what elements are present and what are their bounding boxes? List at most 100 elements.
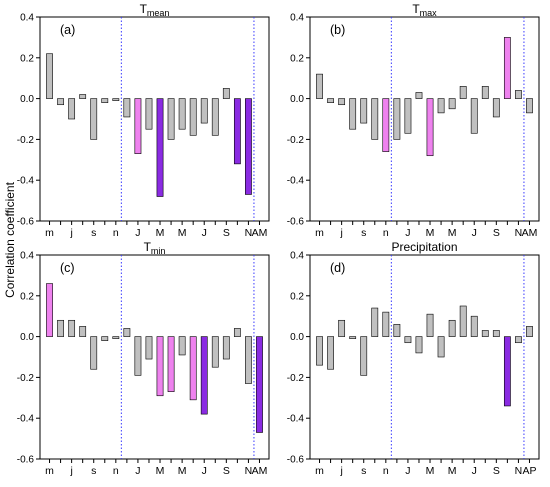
bar bbox=[338, 319, 346, 337]
bar bbox=[145, 336, 153, 360]
bar bbox=[349, 98, 357, 130]
y-tick-label: -0.6 bbox=[17, 455, 35, 466]
x-tick-label: m bbox=[45, 465, 54, 477]
x-tick-label: J bbox=[202, 465, 207, 477]
y-tick-label: -0.2 bbox=[287, 373, 305, 384]
bar bbox=[360, 98, 368, 124]
x-tick-label: AM bbox=[252, 465, 268, 477]
bar bbox=[338, 98, 346, 106]
bar bbox=[415, 336, 423, 354]
bar bbox=[526, 326, 533, 337]
y-tick-label: 0.0 bbox=[20, 94, 34, 105]
bar bbox=[470, 315, 478, 337]
bar bbox=[245, 98, 252, 195]
bar bbox=[371, 98, 379, 140]
y-tick-label: 0.0 bbox=[290, 94, 304, 105]
bar bbox=[503, 336, 511, 407]
panel-d: -0.6 -0.4 -0.2 0.0 0.2 0.4 m j s n J M M J S N AP (d) Prec… bbox=[287, 240, 540, 477]
plot-frame bbox=[39, 16, 270, 222]
bar bbox=[470, 98, 478, 134]
y-tick-label: 0.4 bbox=[20, 13, 34, 24]
x-tick-label: N bbox=[245, 465, 253, 477]
bar bbox=[79, 94, 87, 99]
x-tick-label: j bbox=[69, 465, 72, 477]
bar bbox=[233, 328, 241, 337]
bar bbox=[393, 98, 401, 140]
bar bbox=[57, 319, 64, 337]
bar bbox=[426, 98, 434, 157]
bar bbox=[68, 98, 76, 120]
bar bbox=[503, 37, 511, 99]
bar bbox=[448, 319, 456, 337]
bar bbox=[426, 313, 434, 337]
x-tick-label: m bbox=[315, 465, 324, 477]
x-tick-label: J bbox=[135, 227, 140, 239]
y-tick-label: -0.4 bbox=[17, 414, 35, 425]
x-tick-label: M bbox=[156, 465, 165, 477]
y-tick-label: -0.2 bbox=[17, 135, 35, 146]
bar bbox=[156, 98, 164, 197]
y-tick-label: -0.4 bbox=[287, 176, 305, 187]
bar bbox=[481, 330, 489, 337]
x-tick-label: M bbox=[178, 465, 187, 477]
bar bbox=[134, 336, 142, 376]
bar bbox=[46, 53, 53, 99]
y-tick-label: 0.4 bbox=[290, 251, 304, 262]
x-tick-label: M bbox=[448, 465, 457, 477]
bar bbox=[123, 328, 131, 337]
bar bbox=[515, 90, 522, 99]
panel-title: Tmax bbox=[412, 2, 437, 18]
plot-frame bbox=[309, 254, 540, 460]
bar bbox=[101, 98, 109, 103]
x-tick-label: m bbox=[45, 227, 54, 239]
bar bbox=[178, 336, 186, 356]
y-tick-label: 0.0 bbox=[20, 332, 34, 343]
panel-title: Tmean bbox=[140, 2, 170, 18]
bar bbox=[112, 336, 120, 339]
bar bbox=[382, 98, 390, 152]
x-tick-label: J bbox=[202, 227, 207, 239]
bar bbox=[167, 336, 175, 392]
bar bbox=[481, 86, 489, 99]
bar bbox=[382, 311, 390, 337]
bar bbox=[222, 336, 230, 360]
bar bbox=[515, 336, 522, 344]
bar bbox=[211, 98, 219, 136]
x-tick-label: J bbox=[472, 465, 477, 477]
bar bbox=[327, 336, 334, 370]
bar bbox=[437, 98, 445, 114]
x-tick-label: n bbox=[113, 227, 119, 239]
bar bbox=[245, 336, 252, 384]
bar bbox=[145, 98, 153, 130]
x-tick-label: N bbox=[515, 465, 523, 477]
bar bbox=[459, 305, 467, 337]
y-tick-label: -0.6 bbox=[17, 217, 35, 228]
bar bbox=[360, 336, 368, 376]
bar bbox=[211, 336, 219, 368]
y-tick-label: 0.4 bbox=[20, 251, 34, 262]
x-tick-label: s bbox=[361, 465, 366, 477]
bar bbox=[178, 98, 186, 130]
bar bbox=[327, 98, 334, 103]
x-tick-label: AM bbox=[522, 227, 538, 239]
bar bbox=[200, 98, 208, 124]
bar bbox=[90, 98, 98, 140]
bar bbox=[393, 324, 401, 337]
x-tick-label: AP bbox=[522, 465, 536, 477]
x-tick-label: J bbox=[405, 465, 410, 477]
y-tick-label: -0.4 bbox=[17, 176, 35, 187]
x-tick-label: n bbox=[383, 227, 389, 239]
x-tick-label: j bbox=[69, 227, 72, 239]
bar bbox=[459, 86, 467, 99]
plot-frame bbox=[309, 16, 540, 222]
bar bbox=[222, 88, 230, 99]
x-tick-label: S bbox=[223, 227, 230, 239]
bar bbox=[316, 73, 323, 99]
panel-title: Tmin bbox=[144, 240, 166, 256]
panel-label: (d) bbox=[330, 261, 345, 275]
bar bbox=[415, 92, 423, 99]
y-tick-label: 0.0 bbox=[290, 332, 304, 343]
x-tick-label: N bbox=[515, 227, 523, 239]
panel-title: Precipitation bbox=[391, 240, 457, 254]
x-tick-label: M bbox=[448, 227, 457, 239]
